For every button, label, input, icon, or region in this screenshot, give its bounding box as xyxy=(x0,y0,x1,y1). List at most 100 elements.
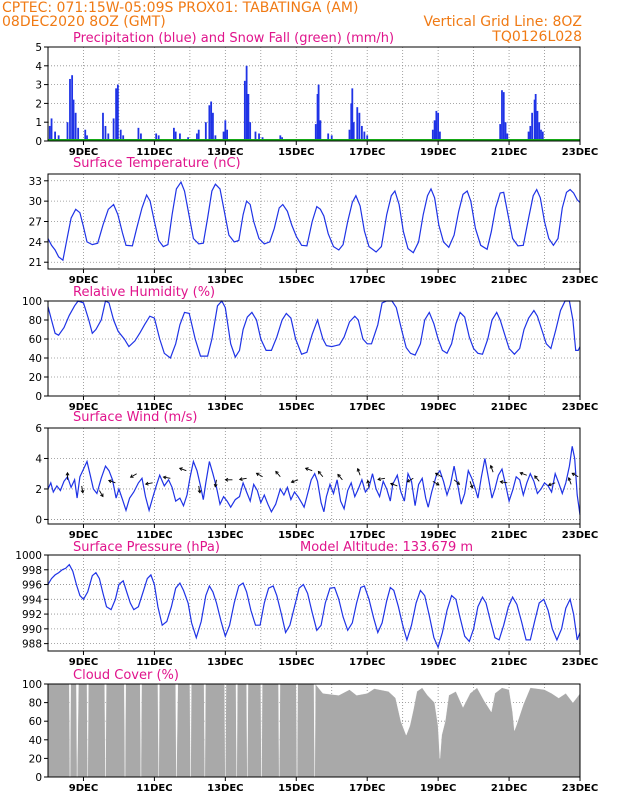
header-line2-left: 08DEC2020 8OZ (GMT) xyxy=(2,14,166,30)
y-tick-label: 27 xyxy=(29,217,42,229)
wind-arrow xyxy=(390,483,398,487)
precip-bar xyxy=(210,101,213,141)
y-tick-label: 6 xyxy=(35,423,42,435)
wind-arrow xyxy=(571,472,579,478)
precip-bar xyxy=(433,120,436,141)
y-tick-label: 3 xyxy=(35,80,42,92)
precip-bar xyxy=(356,107,359,141)
x-tick-label: 23DEC xyxy=(562,402,598,413)
y-tick-label: 30 xyxy=(29,196,42,208)
wind-arrow-head xyxy=(567,476,572,481)
precip-bar xyxy=(212,112,214,141)
y-tick-label: 998 xyxy=(22,565,42,577)
precip-bar xyxy=(258,133,260,141)
x-tick-label: 13DEC xyxy=(207,402,243,413)
wind-arrow-head xyxy=(389,482,394,487)
y-tick-label: 0 xyxy=(35,391,42,403)
x-tick-label: 17DEC xyxy=(349,402,385,413)
precip-bar xyxy=(57,135,60,141)
precip-bar xyxy=(112,118,115,141)
wind-arrow xyxy=(108,480,116,484)
precip-bar xyxy=(204,122,207,141)
x-tick-label: 21DEC xyxy=(491,147,527,158)
wind-arrow xyxy=(520,472,527,476)
precip-bar xyxy=(363,131,366,141)
wind-arrow-head xyxy=(547,482,552,487)
precip-bar xyxy=(314,124,317,141)
wind-arrow xyxy=(435,472,442,478)
wind-arrow-head xyxy=(356,467,361,472)
precip-bar xyxy=(254,131,257,141)
precip-bar xyxy=(351,88,354,141)
precip-bar xyxy=(174,131,177,141)
x-tick-label: 21DEC xyxy=(491,402,527,413)
x-tick-label: 17DEC xyxy=(349,657,385,668)
wind-arrow-head xyxy=(144,481,149,486)
precip-bar xyxy=(504,122,507,141)
x-tick-label: 13DEC xyxy=(207,530,243,541)
precip-bar xyxy=(533,99,536,141)
wind-arrow xyxy=(198,485,201,493)
precip-bar xyxy=(435,110,438,141)
wind-arrow xyxy=(407,477,414,483)
x-tick-label: 23DEC xyxy=(562,530,598,541)
wind-arrow xyxy=(490,465,494,473)
y-tick-label: 996 xyxy=(22,580,42,592)
panel-5: 0 20 40 60 80 100 9DEC 11DEC 13DEC 15DEC 17DEC 19DE… xyxy=(22,668,598,794)
wind-arrow xyxy=(453,479,460,485)
y-tick-label: 33 xyxy=(29,176,42,188)
y-tick-label: 5 xyxy=(35,42,42,54)
precip-bar xyxy=(502,92,505,141)
x-tick-label: 21DEC xyxy=(491,783,527,794)
x-tick-label: 23DEC xyxy=(562,783,598,794)
panel-title: Surface Pressure (hPa) xyxy=(73,540,220,555)
precip-bar xyxy=(208,105,211,141)
precip-bar xyxy=(222,131,225,141)
wind-arrow-head xyxy=(213,483,218,488)
x-tick-label: 19DEC xyxy=(420,530,456,541)
wind-arrow-head xyxy=(224,477,229,482)
precip-bar xyxy=(115,88,117,141)
precip-bar xyxy=(358,112,361,141)
precip-bar xyxy=(84,129,87,141)
wind-arrow xyxy=(99,490,104,497)
wind-arrow xyxy=(432,480,440,486)
precip-bar xyxy=(71,75,74,141)
precip-bar xyxy=(439,131,441,141)
x-tick-label: 17DEC xyxy=(349,530,385,541)
x-tick-label: 17DEC xyxy=(349,275,385,286)
header-line2-right: Vertical Grid Line: 8OZ xyxy=(423,14,582,30)
precip-bar xyxy=(119,129,122,141)
cloud-cover-area xyxy=(47,683,581,778)
precip-bar xyxy=(279,135,282,141)
wind-arrow-head xyxy=(534,475,538,480)
y-tick-label: 80 xyxy=(29,698,42,710)
precip-bar xyxy=(77,127,80,141)
y-tick-label: 2 xyxy=(35,98,42,110)
precip-bar xyxy=(538,122,541,141)
wind-arrow-head xyxy=(197,489,202,494)
wind-arrow-head xyxy=(80,489,85,494)
wind-arrow-head xyxy=(65,471,70,476)
panel-frame xyxy=(47,427,581,525)
panel-frame xyxy=(47,173,581,270)
x-tick-label: 11DEC xyxy=(136,147,172,158)
precip-bar xyxy=(173,127,175,141)
precip-bar xyxy=(431,129,434,141)
precip-bar xyxy=(249,122,252,141)
precip-bar xyxy=(74,112,77,141)
y-tick-label: 1000 xyxy=(15,550,42,562)
series-line xyxy=(47,299,581,359)
precip-bar xyxy=(122,135,125,141)
x-tick-label: 15DEC xyxy=(278,783,314,794)
wind-arrow xyxy=(305,467,313,472)
wind-arrow xyxy=(377,477,386,480)
wind-arrow-head xyxy=(406,478,411,483)
y-tick-label: 4 xyxy=(35,61,42,73)
x-tick-label: 13DEC xyxy=(207,275,243,286)
precip-bar xyxy=(330,135,333,141)
wind-arrow-head xyxy=(255,472,260,477)
precip-bar xyxy=(501,90,503,141)
y-tick-label: 21 xyxy=(29,257,42,269)
x-tick-label: 23DEC xyxy=(562,147,598,158)
